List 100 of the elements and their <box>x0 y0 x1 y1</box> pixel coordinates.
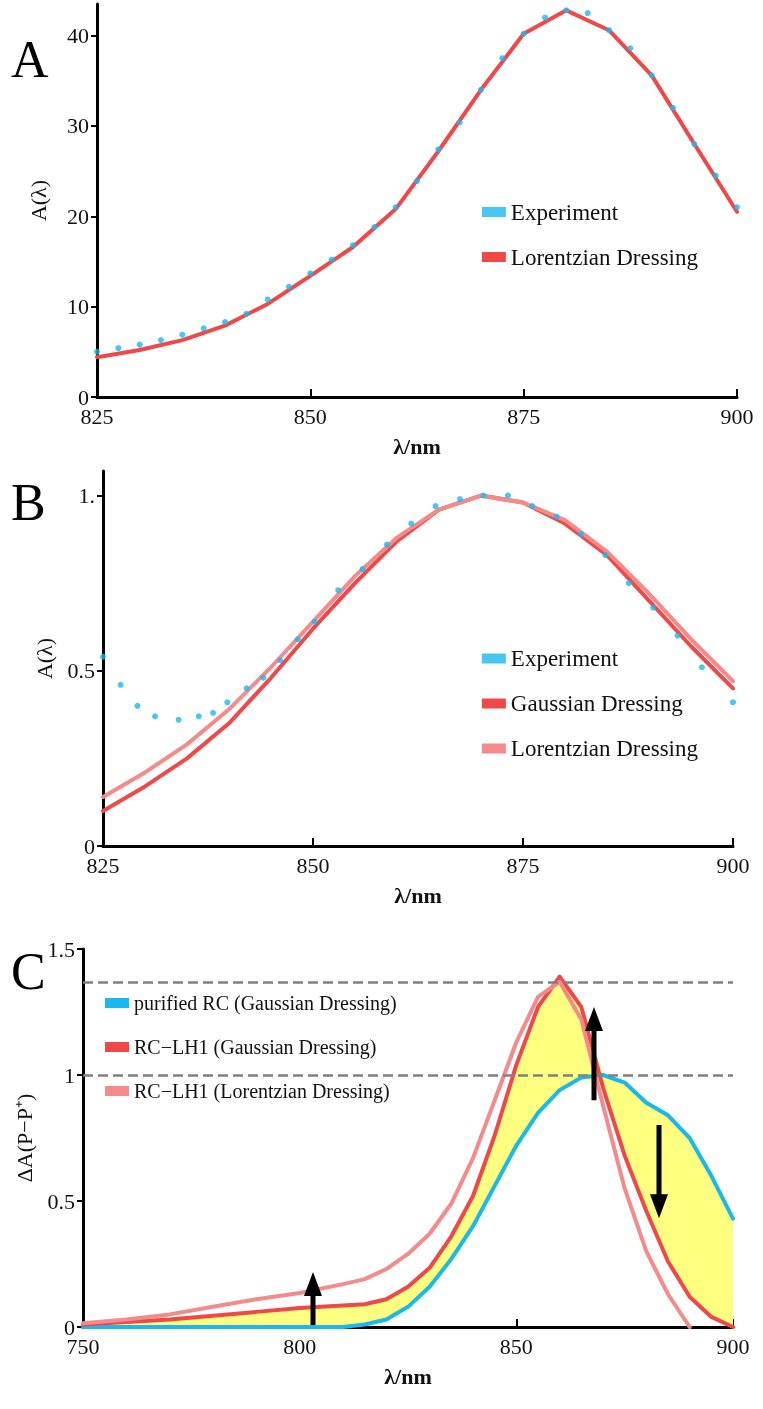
chart-title: C <box>11 942 46 1000</box>
point <box>136 341 143 348</box>
x-tick-label: 850 <box>296 852 330 878</box>
text: A <box>11 30 49 88</box>
point <box>134 702 141 709</box>
point <box>563 7 570 14</box>
x-tick-label: 850 <box>499 1333 533 1359</box>
point <box>432 503 439 510</box>
x-axis-title: λ/nm <box>394 882 442 908</box>
point <box>478 86 484 93</box>
y-tick-label: 1. <box>78 483 95 509</box>
legend-label: Gaussian Dressing <box>510 691 684 716</box>
y-tick-label: 40 <box>67 23 89 49</box>
point <box>627 45 634 52</box>
point <box>200 325 207 332</box>
point <box>414 178 420 185</box>
point <box>371 224 378 231</box>
y-axis-title: ΔA(P−P⁺) <box>11 1093 37 1183</box>
y-tick-label: 0 <box>78 384 89 410</box>
x-tick-label: 900 <box>716 852 750 878</box>
point <box>222 319 228 326</box>
point <box>335 587 342 594</box>
y-tick-label: 30 <box>67 113 89 139</box>
point <box>520 30 527 37</box>
y-tick-label: 0.5 <box>47 1188 75 1214</box>
x-axis-title: λ/nm <box>393 433 441 459</box>
point <box>115 345 122 352</box>
point <box>383 541 390 548</box>
point <box>606 27 612 34</box>
x-axis-title: λ/nm <box>384 1363 432 1389</box>
point <box>712 172 719 179</box>
point <box>286 283 292 290</box>
point <box>100 653 106 660</box>
legend-label: Experiment <box>510 199 619 225</box>
point <box>243 685 250 692</box>
x-tick-label: 900 <box>716 1333 750 1359</box>
line-series <box>95 8 739 360</box>
point <box>698 664 705 671</box>
y-tick-label: 0 <box>64 1314 75 1340</box>
point <box>457 496 463 503</box>
legend-label: purified RC (Gaussian Dressing) <box>134 992 397 1015</box>
point <box>294 636 301 643</box>
point <box>625 580 632 587</box>
point <box>435 146 442 153</box>
point <box>504 492 511 499</box>
point <box>691 141 698 148</box>
y-axis-title: A(λ) <box>31 637 57 680</box>
point <box>350 242 356 249</box>
x-tick-label: 875 <box>506 852 540 878</box>
x-tick-label: 875 <box>507 403 541 429</box>
point <box>577 531 584 538</box>
point <box>650 604 657 611</box>
y-tick-label: 20 <box>67 203 89 229</box>
legend-label: Experiment <box>510 646 619 671</box>
x-tick-label: 900 <box>720 403 754 429</box>
point <box>542 14 548 21</box>
point <box>584 10 591 17</box>
point <box>94 348 100 355</box>
point <box>670 104 676 111</box>
point <box>648 72 655 79</box>
y-tick-label: 10 <box>67 294 89 320</box>
point <box>499 55 506 62</box>
point <box>175 716 182 723</box>
point <box>243 310 250 317</box>
x-tick-label: 850 <box>293 403 327 429</box>
point <box>179 331 186 338</box>
legend-label: Lorentzian Dressing <box>510 244 699 270</box>
point <box>674 632 681 639</box>
point <box>359 566 366 573</box>
y-tick-label: 1 <box>64 1062 75 1088</box>
point <box>456 119 463 126</box>
point <box>195 713 202 720</box>
point <box>734 204 740 211</box>
point <box>210 709 217 716</box>
legend-label: RC−LH1 (Lorentzian Dressing) <box>134 1080 390 1103</box>
point <box>408 520 415 527</box>
point <box>117 681 124 688</box>
point <box>260 674 267 681</box>
point <box>553 513 560 520</box>
y-tick-label: 1.5 <box>47 936 75 962</box>
point <box>480 492 487 499</box>
point <box>158 337 164 344</box>
y-tick-label: 0 <box>84 833 95 859</box>
x-tick-label: 800 <box>283 1333 317 1359</box>
point <box>311 618 318 625</box>
point <box>152 713 159 720</box>
point <box>392 204 399 211</box>
chart-title: B <box>11 473 46 531</box>
legend-label: RC−LH1 (Gaussian Dressing) <box>134 1036 377 1059</box>
point <box>730 699 736 706</box>
y-tick-label: 0.5 <box>67 658 95 684</box>
point <box>328 256 335 263</box>
point <box>529 503 536 510</box>
legend-label: Lorentzian Dressing <box>510 736 699 761</box>
point <box>277 657 284 664</box>
point <box>264 296 271 303</box>
point <box>602 552 609 559</box>
y-axis-title: A(λ) <box>25 179 51 222</box>
point <box>307 270 314 277</box>
point <box>224 699 231 706</box>
